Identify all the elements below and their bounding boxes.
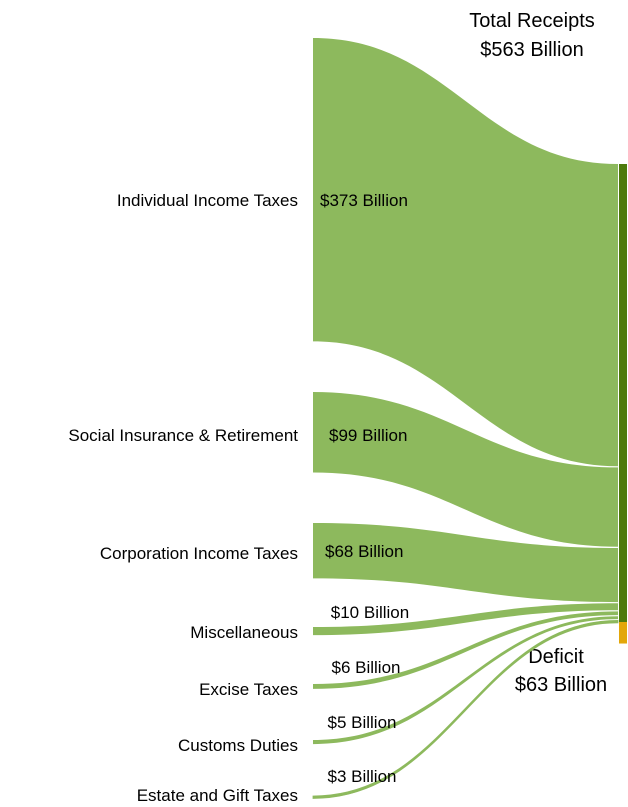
flow-corporation-income-taxes [313,523,618,603]
deficit-label-line-2: $63 Billion [515,674,607,696]
source-label-individual-income-taxes: Individual Income Taxes [117,191,298,210]
title-line-1: Total Receipts [469,10,595,32]
value-label-social-insurance-and-retirement: $99 Billion [329,426,407,445]
total-receipts-bar [619,164,627,622]
value-label-miscellaneous: $10 Billion [331,603,409,622]
flow-group [312,38,619,799]
source-label-miscellaneous: Miscellaneous [190,623,298,642]
source-label-customs-duties: Customs Duties [178,736,298,755]
title-line-2: $563 Billion [480,39,583,61]
flow-customs-duties [313,616,618,745]
flow-miscellaneous [313,603,618,636]
bar-group [619,164,627,644]
value-label-corporation-income-taxes: $68 Billion [325,542,403,561]
value-label-estate-and-gift-taxes: $3 Billion [328,767,397,786]
value-label-customs-duties: $5 Billion [328,713,397,732]
label-group: Individual Income Taxes $373 Billion Socia… [68,191,409,805]
value-label-individual-income-taxes: $373 Billion [320,191,408,210]
flow-individual-income-taxes [313,38,618,467]
deficit-bar [619,622,627,644]
flow-social-insurance-and-retirement [313,392,618,547]
deficit-label-line-1: Deficit [528,646,584,668]
value-label-excise-taxes: $6 Billion [332,658,401,677]
source-label-estate-and-gift-taxes: Estate and Gift Taxes [137,786,298,805]
source-label-excise-taxes: Excise Taxes [199,680,298,699]
flow-excise-taxes [313,611,618,689]
source-label-corporation-income-taxes: Corporation Income Taxes [100,544,298,563]
source-label-social-insurance-and-retirement: Social Insurance & Retirement [68,426,298,445]
flow-estate-and-gift-taxes [312,619,619,799]
